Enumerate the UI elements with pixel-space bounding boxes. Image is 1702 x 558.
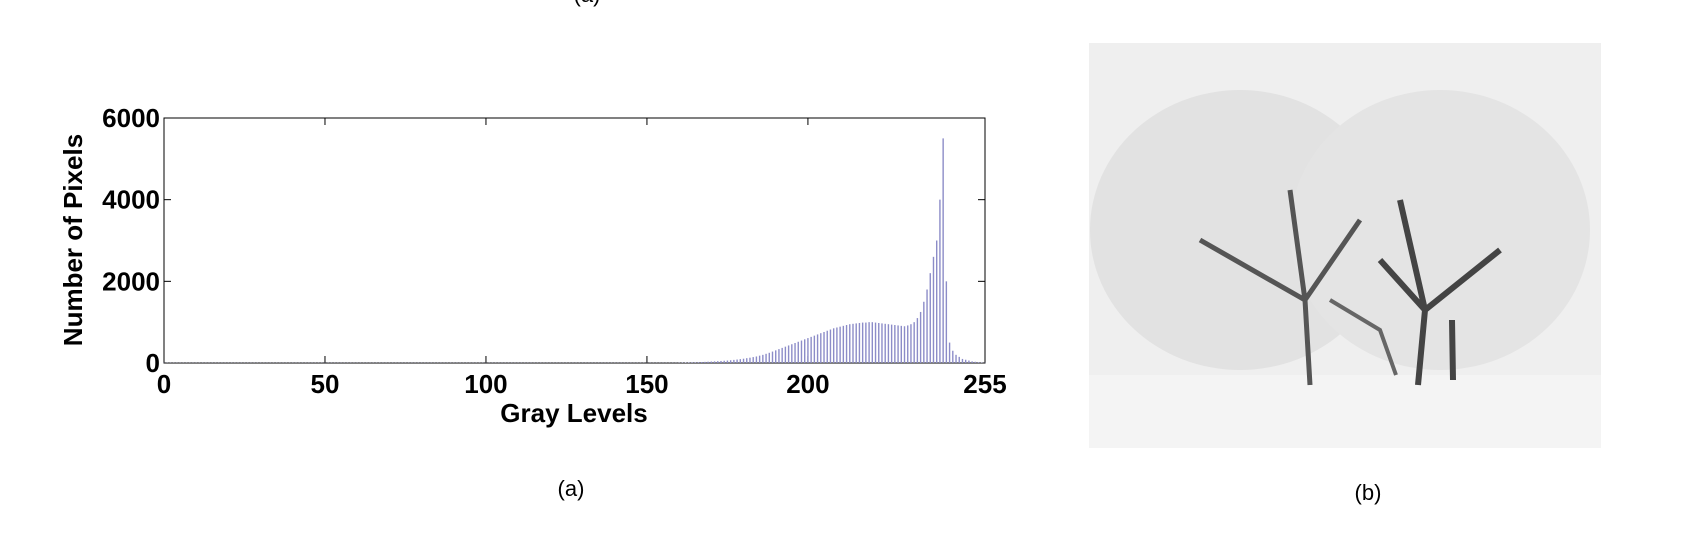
x-axis-label: Gray Levels <box>500 398 647 428</box>
top-caption: (a) <box>574 0 601 7</box>
y-tick-label: 4000 <box>102 185 160 215</box>
x-tick-label: 100 <box>464 369 507 399</box>
x-tick-label: 255 <box>963 369 1006 399</box>
y-tick-label: 2000 <box>102 266 160 296</box>
y-axis-label: Number of Pixels <box>58 134 88 346</box>
x-tick-label: 50 <box>311 369 340 399</box>
y-tick-label: 6000 <box>102 103 160 133</box>
x-tick-label: 0 <box>157 369 171 399</box>
photo <box>1089 43 1601 448</box>
caption-b: (b) <box>1355 480 1382 505</box>
x-tick-label: 150 <box>625 369 668 399</box>
plot-frame <box>163 117 986 364</box>
x-tick-label: 200 <box>786 369 829 399</box>
y-tick-label: 0 <box>146 348 160 378</box>
caption-a: (a) <box>558 476 585 501</box>
